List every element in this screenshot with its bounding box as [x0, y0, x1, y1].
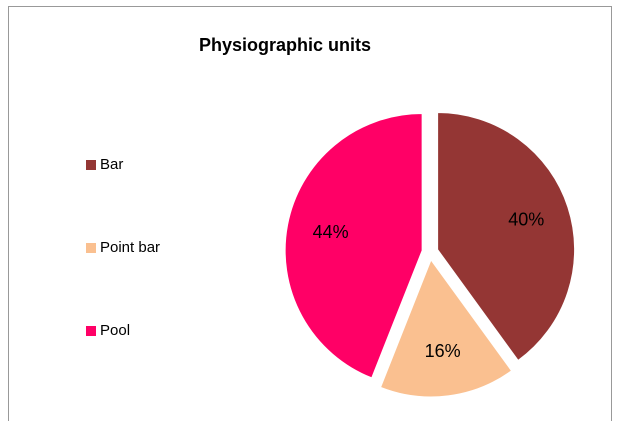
- legend-swatch: [86, 326, 96, 336]
- legend-label: Point bar: [100, 239, 160, 256]
- pie-slice: [284, 113, 423, 379]
- legend-label: Pool: [100, 322, 130, 339]
- legend-swatch: [86, 243, 96, 253]
- data-label: 44%: [313, 222, 349, 242]
- chart-border: [8, 6, 612, 421]
- legend-swatch: [86, 160, 96, 170]
- pie-slice: [379, 258, 513, 398]
- data-label: 16%: [425, 341, 461, 361]
- pie-slice: [437, 112, 576, 362]
- data-label: 40%: [508, 209, 544, 229]
- chart-title: Physiographic units: [199, 35, 371, 55]
- legend-label: Bar: [100, 156, 123, 173]
